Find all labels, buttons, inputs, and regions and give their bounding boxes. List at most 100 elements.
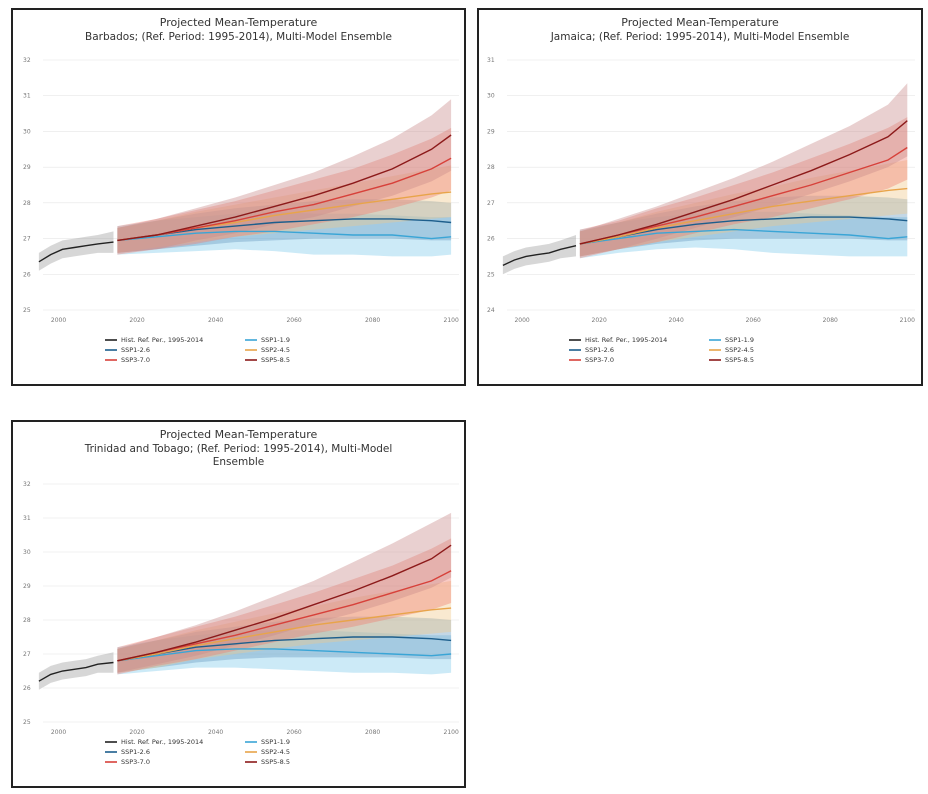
series-line-hist-ref-per-1995-2014 <box>502 245 577 267</box>
y-tick-label: 27 <box>23 236 31 243</box>
legend-label-ssp2-4-5: SSP2-4.5 <box>261 748 290 756</box>
legend-label-ssp1-2-6: SSP1-2.6 <box>121 346 150 354</box>
legend-label-ssp5-8-5: SSP5-8.5 <box>725 356 754 364</box>
y-tick-label: 26 <box>23 271 31 278</box>
y-tick-label: 29 <box>23 583 31 590</box>
x-tick-label: 2100 <box>900 317 915 324</box>
x-tick-label: 2080 <box>823 317 838 324</box>
band-ssp1-2-6 <box>117 616 452 673</box>
y-tick-label: 25 <box>487 271 495 278</box>
y-tick-label: 32 <box>23 481 31 488</box>
legend-label-ssp3-7-0: SSP3-7.0 <box>121 758 150 766</box>
y-tick-label: 30 <box>23 549 31 556</box>
legend-label-hist-ref-per-1995-2014: Hist. Ref. Per., 1995-2014 <box>121 738 203 746</box>
y-tick-label: 29 <box>487 128 495 135</box>
series-line-ssp1-1-9 <box>579 228 908 245</box>
x-tick-label: 2020 <box>592 317 607 324</box>
band-ssp1-2-6 <box>579 195 908 257</box>
series-line-ssp2-4-5 <box>579 187 908 245</box>
chart-title: Projected Mean-Temperature <box>621 16 779 29</box>
bands <box>502 83 908 275</box>
band-ssp5-8-5 <box>579 83 908 257</box>
legend-label-ssp5-8-5: SSP5-8.5 <box>261 356 290 364</box>
x-tick-label: 2060 <box>286 317 301 324</box>
series-line-hist-ref-per-1995-2014 <box>38 661 114 682</box>
y-tick-label: 31 <box>23 93 31 100</box>
legend-label-hist-ref-per-1995-2014: Hist. Ref. Per., 1995-2014 <box>585 336 667 344</box>
x-tick-label: 2100 <box>444 729 459 736</box>
series-line-ssp1-1-9 <box>117 230 452 242</box>
y-tick-label: 26 <box>487 236 495 243</box>
chart-subtitle: Barbados; (Ref. Period: 1995-2014), Mult… <box>85 31 392 43</box>
chart-title: Projected Mean-Temperature <box>160 16 318 29</box>
x-tick-label: 2000 <box>514 317 529 324</box>
bands <box>38 99 452 271</box>
chart-panel-barbados: Projected Mean-Temperature Barbados; (Ref… <box>11 8 466 386</box>
series-line-ssp1-2-6 <box>117 636 452 662</box>
chart-subtitle: Jamaica; (Ref. Period: 1995-2014), Multi… <box>550 31 850 43</box>
x-tick-label: 2000 <box>51 317 66 324</box>
legend-label-ssp1-1-9: SSP1-1.9 <box>725 336 754 344</box>
series-line-ssp5-8-5 <box>117 544 452 662</box>
x-tick-label: 2020 <box>129 317 144 324</box>
series-line-ssp1-2-6 <box>117 218 452 242</box>
x-tick-label: 2020 <box>129 729 144 736</box>
y-tick-label: 31 <box>23 515 31 522</box>
y-tick-label: 30 <box>23 128 31 135</box>
legend-label-hist-ref-per-1995-2014: Hist. Ref. Per., 1995-2014 <box>121 336 203 344</box>
y-tick-label: 29 <box>23 164 31 171</box>
lines <box>38 134 452 263</box>
x-tick-label: 2060 <box>746 317 761 324</box>
lines <box>502 120 908 267</box>
legend-label-ssp1-1-9: SSP1-1.9 <box>261 336 290 344</box>
lines <box>38 544 452 682</box>
series-line-ssp5-8-5 <box>117 134 452 242</box>
x-tick-label: 2080 <box>365 317 380 324</box>
chart-subtitle: Ensemble <box>213 456 265 468</box>
legend-label-ssp2-4-5: SSP2-4.5 <box>725 346 754 354</box>
y-tick-label: 31 <box>487 57 495 64</box>
x-tick-label: 2100 <box>444 317 459 324</box>
y-tick-label: 27 <box>23 651 31 658</box>
chart-title: Projected Mean-Temperature <box>160 428 318 441</box>
x-tick-label: 2060 <box>286 729 301 736</box>
x-tick-label: 2040 <box>208 317 223 324</box>
y-tick-label: 26 <box>23 685 31 692</box>
x-tick-label: 2040 <box>208 729 223 736</box>
x-tick-label: 2080 <box>365 729 380 736</box>
band-hist-ref-per-1995-2014 <box>38 652 114 690</box>
series-line-ssp5-8-5 <box>579 120 908 245</box>
series-line-ssp3-7-0 <box>117 570 452 662</box>
band-ssp3-7-0 <box>117 127 452 255</box>
y-tick-label: 25 <box>23 307 31 314</box>
series-line-ssp1-2-6 <box>579 216 908 245</box>
series-line-ssp2-4-5 <box>117 607 452 662</box>
y-tick-label: 24 <box>487 307 495 314</box>
band-ssp2-4-5 <box>117 165 452 253</box>
y-tick-label: 27 <box>487 200 495 207</box>
x-tick-label: 2000 <box>51 729 66 736</box>
y-tick-label: 28 <box>487 164 495 171</box>
chart-barbados: Projected Mean-Temperature Barbados; (Ref… <box>23 16 459 364</box>
series-line-ssp3-7-0 <box>579 146 908 245</box>
chart-panel-jamaica: Projected Mean-Temperature Jamaica; (Ref.… <box>477 8 923 386</box>
series-line-ssp3-7-0 <box>117 157 452 242</box>
series-line-ssp1-1-9 <box>117 648 452 662</box>
chart-panel-trinidad-and-tobago: Projected Mean-Temperature Trinidad and T… <box>11 420 466 788</box>
x-tick-label: 2040 <box>669 317 684 324</box>
y-tick-label: 32 <box>23 57 31 64</box>
legend-label-ssp1-1-9: SSP1-1.9 <box>261 738 290 746</box>
chart-jamaica: Projected Mean-Temperature Jamaica; (Ref.… <box>487 16 915 364</box>
y-tick-label: 28 <box>23 617 31 624</box>
y-tick-label: 28 <box>23 200 31 207</box>
legend-label-ssp1-2-6: SSP1-2.6 <box>121 748 150 756</box>
band-ssp5-8-5 <box>117 99 452 253</box>
chart-subtitle: Trinidad and Tobago; (Ref. Period: 1995-… <box>84 443 393 455</box>
band-ssp1-1-9 <box>117 211 452 257</box>
band-ssp1-2-6 <box>117 199 452 253</box>
band-hist-ref-per-1995-2014 <box>38 231 114 271</box>
band-ssp5-8-5 <box>117 512 452 673</box>
chart-trinidad-and-tobago: Projected Mean-Temperature Trinidad and T… <box>23 428 459 766</box>
y-tick-label: 30 <box>487 93 495 100</box>
legend-label-ssp3-7-0: SSP3-7.0 <box>121 356 150 364</box>
